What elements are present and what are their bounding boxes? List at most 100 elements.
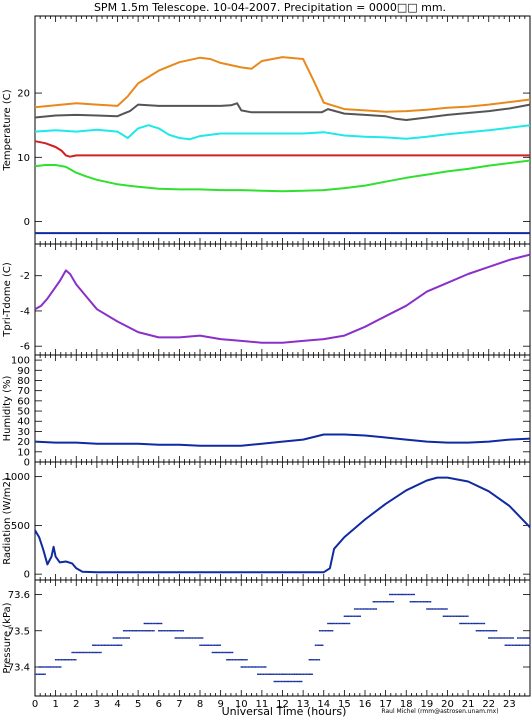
y-axis-label: Radiation (W/m2) [2,477,13,565]
pressure-point [262,673,265,675]
pressure-point [201,637,204,639]
pressure-point [219,644,221,646]
pressure-point [257,666,260,668]
pressure-point [98,651,101,654]
pressure-point [411,601,413,603]
series-line-0 [34,433,531,447]
pressure-point [152,622,154,625]
pressure-point [289,680,291,683]
pressure-point [390,593,392,596]
pressure-point [442,615,445,617]
pressure-point [119,637,122,639]
pressure-point [418,601,420,603]
pressure-point [392,601,395,603]
pressure-point [508,644,511,646]
y-tick-label: 0 [24,570,30,581]
pressure-point [187,637,189,639]
pressure-point [452,615,455,617]
pressure-point [178,637,181,639]
pressure-point [41,666,43,668]
pressure-point [206,644,208,646]
x-tick-label: 9 [217,699,223,710]
x-tick-label: 23 [503,699,516,710]
y-tick-label: 80 [17,376,30,387]
pressure-point [466,622,468,625]
x-tick-label: 17 [379,699,392,710]
x-tick-label: 6 [156,699,162,710]
y-tick-label: 20 [17,437,30,448]
pressure-point [439,608,441,610]
pressure-point [490,630,492,632]
pressure-point [400,593,402,596]
pressure-point [338,622,341,625]
pressure-point [455,615,458,617]
pressure-point [41,673,43,675]
pressure-point [182,630,184,632]
pressure-point [244,666,247,668]
pressure-point [218,644,220,646]
pressure-point [527,644,530,646]
pressure-point [448,615,450,617]
pressure-point [410,593,413,596]
pressure-point [331,630,334,632]
pressure-point [282,680,284,683]
pressure-point [318,659,321,661]
pressure-point [409,593,411,596]
pressure-point [454,615,456,617]
pressure-point [433,608,435,610]
pressure-point [330,622,332,625]
x-tick-label: 15 [338,699,351,710]
pressure-point [231,659,234,661]
y-tick-label: 60 [17,396,30,407]
pressure-point [442,608,444,610]
pressure-point [331,622,333,625]
pressure-point [71,651,73,654]
pressure-point [263,666,266,668]
y-axis-label: Pressure (kPa) [2,602,13,673]
pressure-point [308,659,311,661]
pressure-point [298,673,300,675]
y-axis-label: Humidity (%) [2,375,13,441]
pressure-point [48,666,50,668]
pressure-point [273,680,275,683]
pressure-point [202,644,204,646]
pressure-point [283,680,286,683]
pressure-point [485,630,488,632]
pressure-point [511,637,513,639]
pressure-point [93,651,95,654]
pressure-point [94,651,96,654]
pressure-point [519,637,522,639]
pressure-point [343,615,346,617]
pressure-point [378,601,380,603]
y-tick-label: 90 [17,366,30,377]
pressure-point [74,651,76,654]
pressure-point [327,630,329,632]
pressure-point [66,659,68,661]
pressure-point [261,673,263,675]
pressure-point [314,659,316,661]
pressure-point [240,659,242,661]
pressure-point [211,651,214,654]
pressure-point [262,666,264,668]
pressure-point [518,644,521,646]
pressure-point [498,637,500,639]
series-line-1 [34,102,531,121]
pressure-point [356,608,359,610]
pressure-point [492,637,494,639]
pressure-point [324,630,327,632]
pressure-point [272,673,275,675]
pressure-point [391,601,393,603]
pressure-point [462,622,464,625]
pressure-point [293,680,296,683]
pressure-point [243,659,245,661]
pressure-point [315,659,318,661]
pressure-point [477,630,479,632]
pressure-point [524,644,527,646]
pressure-point [90,651,92,654]
pressure-point [372,601,374,603]
pressure-point [298,680,300,683]
pressure-point [162,630,164,632]
pressure-point [283,673,285,675]
pressure-point [304,673,306,675]
pressure-point [321,630,324,632]
